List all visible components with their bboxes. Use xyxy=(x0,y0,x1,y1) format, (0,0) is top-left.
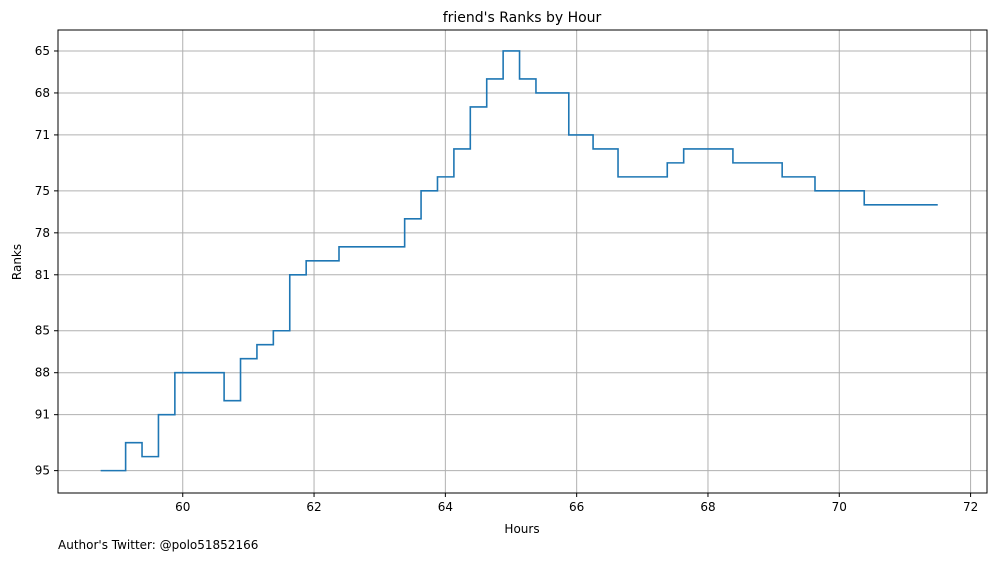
y-tick-label: 95 xyxy=(35,464,50,478)
y-tick-label: 65 xyxy=(35,44,50,58)
x-tick-label: 68 xyxy=(700,500,715,514)
y-tick-label: 85 xyxy=(35,324,50,338)
y-axis-label: Ranks xyxy=(10,244,24,280)
x-tick-label: 70 xyxy=(832,500,847,514)
y-tick-label: 88 xyxy=(35,366,50,380)
x-tick-label: 72 xyxy=(963,500,978,514)
x-tick-label: 62 xyxy=(306,500,321,514)
y-tick-label: 78 xyxy=(35,226,50,240)
y-tick-label: 91 xyxy=(35,408,50,422)
x-axis: 60 62 64 66 68 70 72 xyxy=(175,493,978,514)
y-tick-label: 81 xyxy=(35,268,50,282)
x-axis-label: Hours xyxy=(504,522,539,536)
y-tick-label: 75 xyxy=(35,184,50,198)
x-tick-label: 64 xyxy=(438,500,453,514)
y-tick-label: 68 xyxy=(35,86,50,100)
x-tick-label: 66 xyxy=(569,500,584,514)
plot-area-frame xyxy=(57,29,988,494)
y-axis: 65 68 71 75 78 81 85 88 91 95 xyxy=(35,44,58,478)
chart-title: friend's Ranks by Hour xyxy=(443,10,602,26)
y-tick-label: 71 xyxy=(35,128,50,142)
grid-lines xyxy=(58,30,987,493)
x-tick-label: 60 xyxy=(175,500,190,514)
series-line-ranks xyxy=(100,50,938,472)
author-credit: Author's Twitter: @polo51852166 xyxy=(58,538,259,552)
